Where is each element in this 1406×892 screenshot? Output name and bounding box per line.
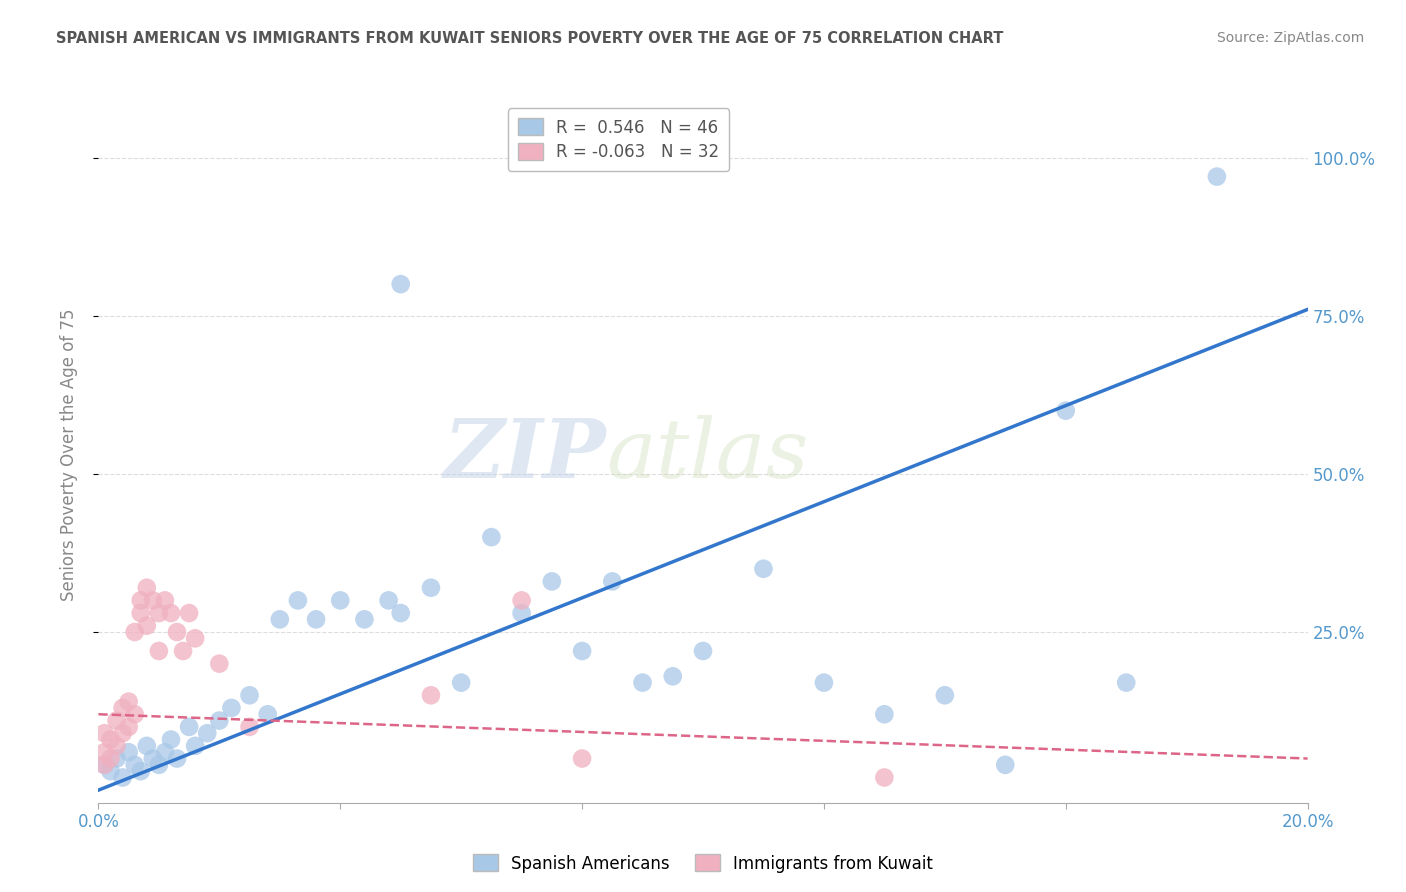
Point: [179, 606, 201, 620]
Point: [148, 644, 170, 658]
Legend: Spanish Americans, Immigrants from Kuwait: Spanish Americans, Immigrants from Kuwai…: [467, 847, 939, 880]
Text: ZIP: ZIP: [444, 415, 606, 495]
Point: [93, 745, 115, 759]
Point: [105, 739, 128, 753]
Point: [510, 593, 533, 607]
Point: [166, 625, 188, 640]
Point: [221, 701, 243, 715]
Legend: R =  0.546   N = 46, R = -0.063   N = 32: R = 0.546 N = 46, R = -0.063 N = 32: [508, 109, 730, 171]
Point: [208, 714, 231, 728]
Point: [160, 732, 183, 747]
Point: [135, 739, 157, 753]
Point: [118, 745, 141, 759]
Point: [256, 707, 278, 722]
Point: [153, 745, 176, 759]
Point: [1206, 169, 1229, 184]
Point: [1054, 403, 1077, 417]
Point: [208, 657, 231, 671]
Y-axis label: Seniors Poverty Over the Age of 75: Seniors Poverty Over the Age of 75: [59, 309, 77, 601]
Point: [269, 612, 291, 626]
Point: [813, 675, 835, 690]
Point: [389, 277, 412, 292]
Point: [142, 751, 165, 765]
Text: Source: ZipAtlas.com: Source: ZipAtlas.com: [1216, 31, 1364, 45]
Point: [111, 771, 134, 785]
Point: [571, 644, 593, 658]
Point: [93, 726, 115, 740]
Point: [111, 701, 134, 715]
Point: [287, 593, 309, 607]
Point: [100, 751, 122, 765]
Point: [602, 574, 624, 589]
Point: [129, 606, 152, 620]
Point: [662, 669, 685, 683]
Point: [420, 688, 443, 702]
Point: [118, 695, 141, 709]
Point: [129, 764, 152, 779]
Point: [540, 574, 562, 589]
Point: [873, 707, 896, 722]
Point: [571, 751, 593, 765]
Point: [305, 612, 328, 626]
Point: [135, 581, 157, 595]
Point: [124, 625, 146, 640]
Point: [93, 757, 115, 772]
Point: [195, 726, 218, 740]
Point: [420, 581, 443, 595]
Point: [994, 757, 1017, 772]
Point: [510, 606, 533, 620]
Point: [124, 757, 146, 772]
Point: [160, 606, 183, 620]
Point: [184, 739, 207, 753]
Point: [239, 720, 262, 734]
Point: [873, 771, 896, 785]
Point: [389, 606, 412, 620]
Point: [631, 675, 654, 690]
Point: [692, 644, 714, 658]
Point: [934, 688, 956, 702]
Point: [129, 593, 152, 607]
Point: [377, 593, 399, 607]
Point: [172, 644, 194, 658]
Point: [166, 751, 188, 765]
Point: [481, 530, 503, 544]
Point: [105, 714, 128, 728]
Point: [148, 606, 170, 620]
Point: [135, 618, 157, 632]
Point: [184, 632, 207, 646]
Point: [353, 612, 375, 626]
Point: [105, 751, 128, 765]
Text: SPANISH AMERICAN VS IMMIGRANTS FROM KUWAIT SENIORS POVERTY OVER THE AGE OF 75 CO: SPANISH AMERICAN VS IMMIGRANTS FROM KUWA…: [56, 31, 1004, 46]
Point: [1115, 675, 1137, 690]
Point: [142, 593, 165, 607]
Point: [124, 707, 146, 722]
Point: [329, 593, 352, 607]
Point: [148, 757, 170, 772]
Point: [118, 720, 141, 734]
Point: [450, 675, 472, 690]
Point: [111, 726, 134, 740]
Point: [100, 732, 122, 747]
Text: atlas: atlas: [606, 415, 808, 495]
Point: [93, 757, 115, 772]
Point: [100, 764, 122, 779]
Point: [179, 720, 201, 734]
Point: [153, 593, 176, 607]
Point: [239, 688, 262, 702]
Point: [752, 562, 775, 576]
